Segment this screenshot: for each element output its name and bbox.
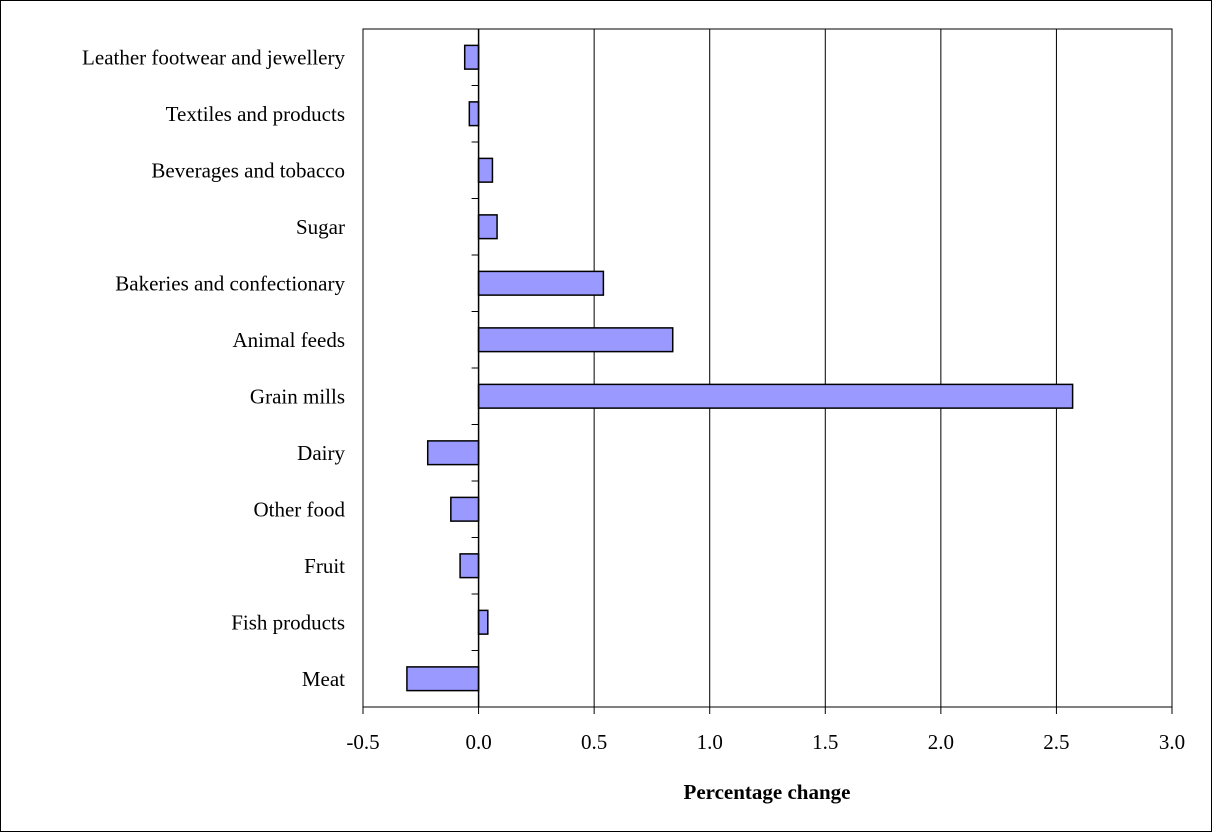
category-label: Meat	[302, 667, 345, 691]
bar	[477, 157, 494, 183]
x-tick-label: 2.0	[928, 730, 954, 754]
tick-labels: -0.5 0.0 0.5 1.0 1.5 2.0 2.5 3.0	[346, 730, 1185, 754]
category-labels: Leather footwear and jewellery Textiles a…	[82, 45, 345, 691]
category-label: Leather footwear and jewellery	[82, 45, 345, 69]
x-tick-label: 1.5	[812, 730, 838, 754]
bar	[426, 440, 480, 466]
category-label: Fruit	[304, 554, 345, 578]
bar	[468, 101, 480, 127]
category-label: Dairy	[297, 441, 345, 465]
x-tick-label: -0.5	[346, 730, 379, 754]
category-label: Textiles and products	[166, 102, 345, 126]
category-label: Other food	[253, 497, 345, 521]
bar	[477, 609, 489, 635]
x-tick-label: 0.5	[581, 730, 607, 754]
bar	[450, 496, 480, 522]
gridlines	[362, 28, 1173, 708]
category-label: Grain mills	[250, 384, 345, 408]
bar	[406, 666, 480, 692]
x-tick-label: 2.5	[1043, 730, 1069, 754]
bar	[463, 44, 480, 70]
bar	[477, 270, 605, 296]
bars	[406, 44, 1074, 692]
bar	[477, 327, 674, 353]
axes	[362, 28, 1173, 714]
bar	[459, 553, 480, 579]
category-label: Sugar	[296, 215, 345, 239]
category-label: Animal feeds	[232, 328, 345, 352]
x-axis-title: Percentage change	[684, 780, 851, 804]
bar	[477, 214, 498, 240]
category-label: Beverages and tobacco	[151, 158, 345, 182]
plot-area	[362, 28, 1173, 708]
x-tick-label: 0.0	[465, 730, 491, 754]
x-tick-label: 3.0	[1159, 730, 1185, 754]
x-tick-label: 1.0	[697, 730, 723, 754]
category-label: Bakeries and confectionary	[115, 271, 345, 295]
bar	[477, 383, 1074, 409]
category-label: Fish products	[231, 610, 345, 634]
